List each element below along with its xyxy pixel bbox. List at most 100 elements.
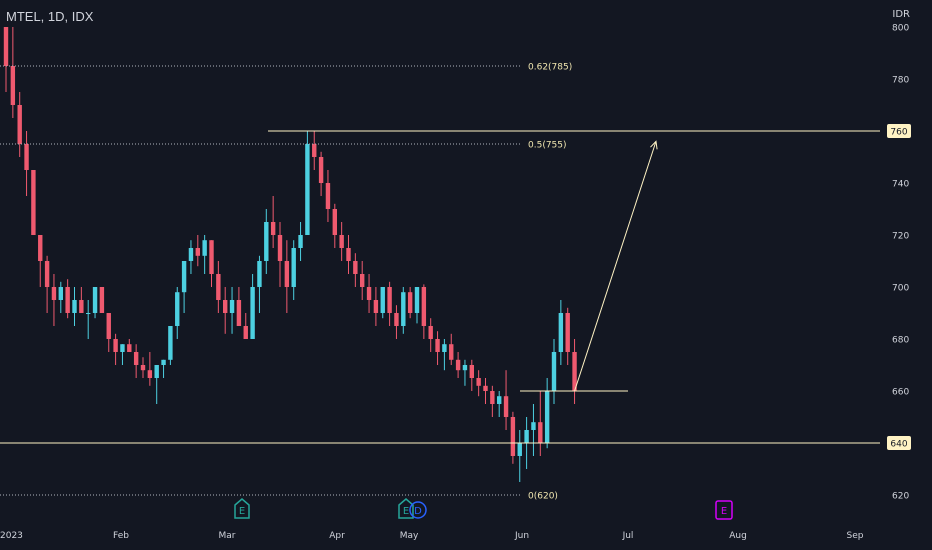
fib-level-label: 0.62(785) bbox=[528, 63, 572, 73]
y-tick-label: 680 bbox=[892, 336, 909, 346]
candle-body bbox=[407, 292, 413, 313]
candle-body bbox=[127, 344, 132, 352]
candle-body bbox=[86, 313, 91, 314]
x-tick-label: Sep bbox=[847, 531, 864, 541]
earnings-marker bbox=[715, 500, 733, 520]
candle-body bbox=[223, 300, 228, 313]
candle-body bbox=[277, 235, 283, 261]
candle-body bbox=[551, 352, 557, 391]
candle-body bbox=[476, 378, 481, 386]
candle-body bbox=[175, 292, 180, 326]
candle-body bbox=[44, 261, 50, 287]
candle-body bbox=[140, 365, 146, 371]
price-label-text: 640 bbox=[890, 440, 907, 450]
candle-body bbox=[236, 300, 242, 326]
candle-body bbox=[428, 326, 433, 339]
candle-body bbox=[154, 365, 159, 378]
candle-body bbox=[3, 27, 9, 66]
candle-body bbox=[270, 222, 276, 235]
x-tick-label: Aug bbox=[729, 531, 747, 541]
candle-body bbox=[531, 422, 536, 430]
candle-body bbox=[442, 344, 447, 352]
candle-body bbox=[72, 300, 77, 313]
currency-label: IDR bbox=[892, 9, 910, 20]
candle-body bbox=[243, 326, 248, 339]
symbol-title: MTEL, 1D, IDX bbox=[6, 9, 94, 24]
candle-body bbox=[229, 300, 235, 313]
candle-body bbox=[188, 248, 194, 261]
candle-body bbox=[79, 300, 84, 313]
x-tick-label: Feb bbox=[113, 531, 129, 541]
candle-body bbox=[558, 313, 564, 352]
candle-body bbox=[462, 365, 468, 371]
candle-body bbox=[195, 248, 200, 256]
x-tick-label: Jul bbox=[622, 531, 634, 541]
projection-arrow bbox=[574, 141, 657, 392]
y-tick-label: 780 bbox=[892, 76, 909, 86]
candle-body bbox=[373, 300, 379, 313]
candle-body bbox=[449, 344, 454, 360]
candle-body bbox=[31, 170, 36, 235]
price-label-box bbox=[887, 436, 911, 450]
marker-letter: E bbox=[239, 506, 245, 517]
candle-body bbox=[51, 287, 57, 300]
candle-body bbox=[284, 261, 290, 287]
y-tick-label: 720 bbox=[892, 232, 909, 242]
candle-body bbox=[503, 396, 509, 417]
candle-body bbox=[469, 365, 474, 378]
candle-body bbox=[483, 385, 488, 391]
candle-body bbox=[106, 313, 111, 339]
candle-body bbox=[257, 261, 262, 287]
candle-body bbox=[325, 183, 331, 209]
candle-body bbox=[421, 287, 427, 326]
candle-body bbox=[332, 209, 337, 235]
marker-letter: E bbox=[721, 506, 727, 517]
candle-body bbox=[414, 287, 420, 313]
projection-arrowhead bbox=[650, 140, 658, 150]
candle-body bbox=[209, 240, 214, 274]
candle-body bbox=[38, 235, 43, 261]
candle-body bbox=[120, 344, 125, 352]
earnings-marker bbox=[234, 498, 250, 519]
candle-body bbox=[92, 287, 98, 313]
y-tick-label: 740 bbox=[892, 180, 909, 190]
candle-body bbox=[10, 66, 16, 105]
candle-body bbox=[538, 422, 543, 443]
candle-body bbox=[113, 339, 118, 352]
candle-body bbox=[58, 287, 63, 300]
candle-body bbox=[366, 287, 372, 300]
candle-body bbox=[264, 222, 269, 261]
y-tick-label: 700 bbox=[892, 284, 909, 294]
candle-body bbox=[318, 157, 324, 183]
candle-body bbox=[181, 261, 187, 293]
candle-body bbox=[387, 287, 392, 313]
earnings-marker bbox=[398, 498, 414, 519]
candle-body bbox=[291, 248, 296, 287]
x-tick-label: Apr bbox=[329, 531, 345, 541]
candle-body bbox=[202, 240, 207, 256]
candle-body bbox=[312, 144, 317, 157]
candle-body bbox=[339, 235, 344, 248]
fib-level-label: 0(620) bbox=[528, 492, 558, 502]
candle-body bbox=[510, 417, 516, 456]
candle-body bbox=[490, 391, 495, 404]
x-tick-label: Mar bbox=[219, 531, 236, 541]
candle-body bbox=[565, 313, 570, 352]
dividend-marker bbox=[409, 501, 427, 519]
candle-body bbox=[572, 352, 577, 391]
candle-body bbox=[250, 287, 255, 339]
candle-body bbox=[544, 391, 550, 443]
marker-letter: E bbox=[403, 506, 409, 517]
y-tick-label: 660 bbox=[892, 388, 909, 398]
candle-body bbox=[455, 359, 461, 371]
candle-body bbox=[524, 430, 529, 443]
candle-body bbox=[161, 359, 166, 365]
candle-body bbox=[346, 248, 351, 261]
candle-body bbox=[353, 261, 358, 274]
candle-body bbox=[216, 274, 221, 300]
candle-body bbox=[360, 274, 365, 287]
candle-body bbox=[298, 235, 303, 248]
x-tick-label: Jun bbox=[514, 531, 529, 541]
price-label-box bbox=[887, 124, 911, 138]
